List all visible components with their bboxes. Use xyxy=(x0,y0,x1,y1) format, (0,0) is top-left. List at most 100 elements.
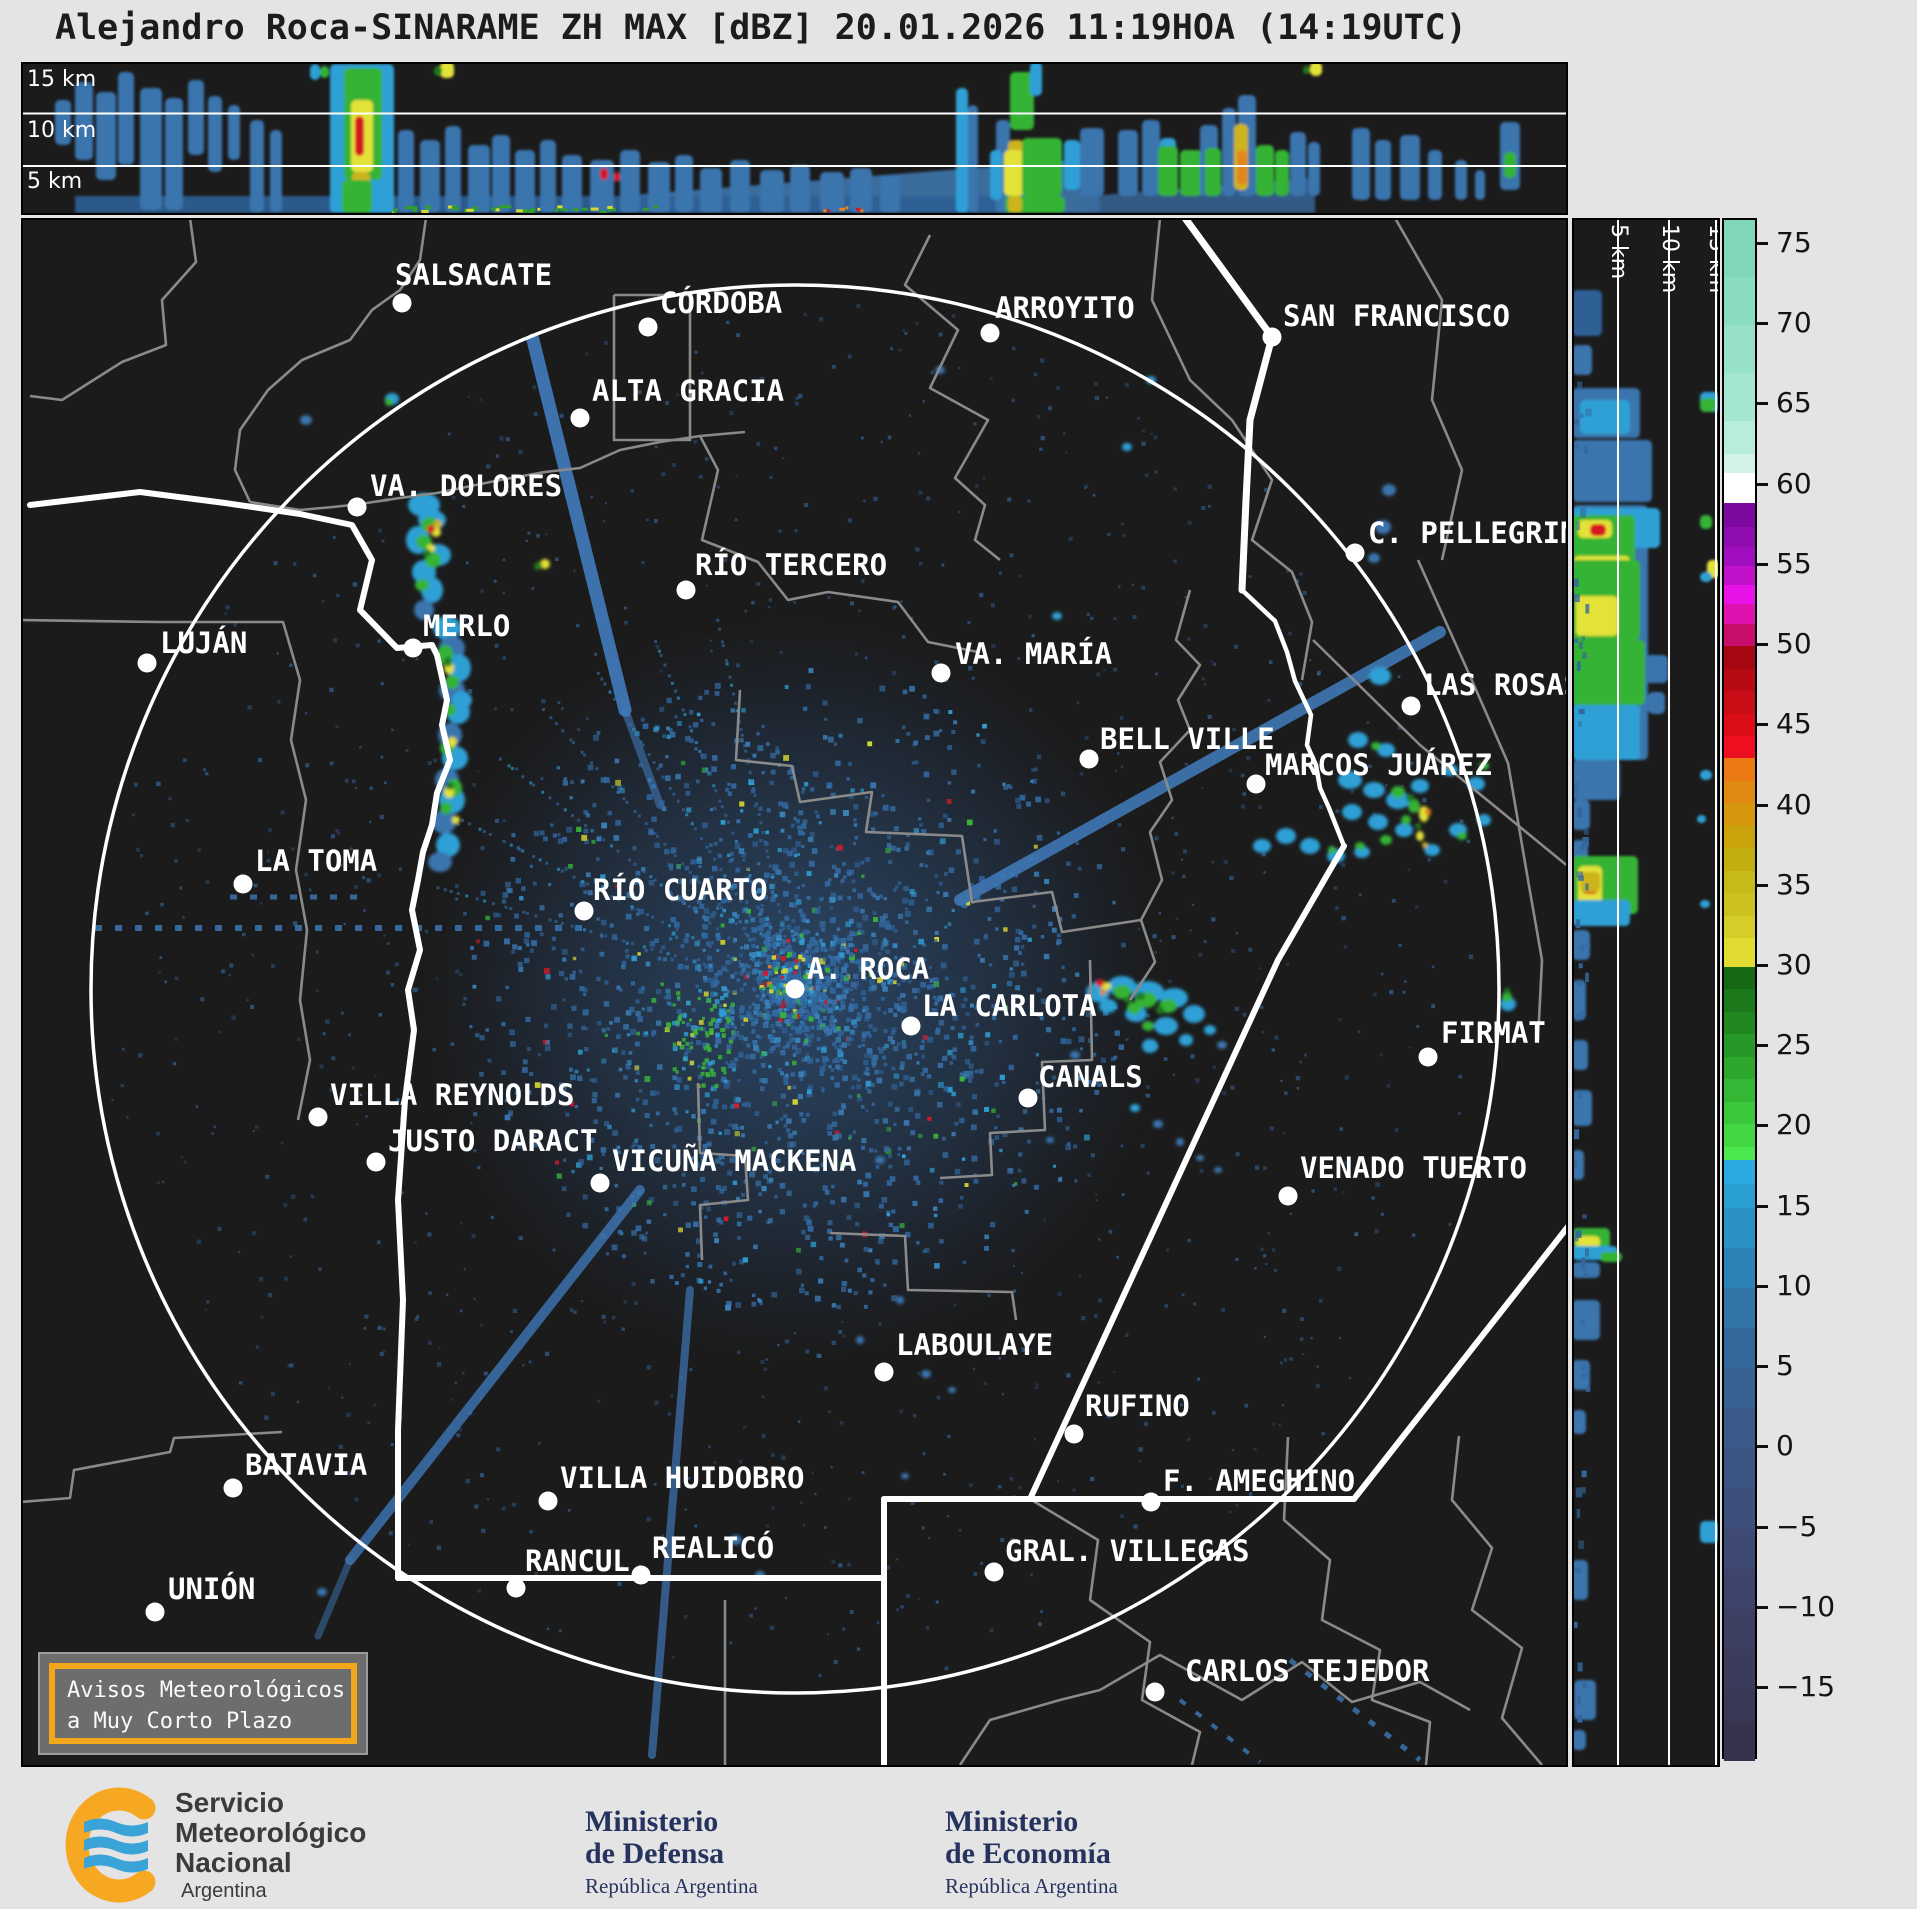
echo-column xyxy=(355,116,364,156)
echo-speck xyxy=(1581,1487,1586,1494)
colorbar-segment xyxy=(1724,1287,1755,1329)
colorbar-segment xyxy=(1724,1648,1755,1690)
height-axis-label: 10 km xyxy=(1657,224,1682,293)
colorbar-segment xyxy=(1724,503,1755,528)
height-axis-label: 5 km xyxy=(1606,224,1631,279)
height-axis-label: 15 km xyxy=(27,67,96,92)
department-border xyxy=(698,435,979,654)
department-border xyxy=(958,1688,1101,1765)
colorbar-segment xyxy=(1724,1721,1755,1762)
ground-echo-fleck xyxy=(554,208,560,212)
city-dot xyxy=(1141,1492,1161,1512)
echo-column xyxy=(1010,72,1034,130)
department-border xyxy=(1450,1435,1543,1765)
echo-column xyxy=(1428,150,1442,200)
echo-row xyxy=(1700,515,1712,529)
echo-column xyxy=(1237,150,1247,185)
colorbar-segment xyxy=(1724,870,1755,894)
echo-speck xyxy=(1577,381,1583,391)
ground-echo-fleck xyxy=(839,207,843,211)
city-dot xyxy=(347,497,367,517)
interference-spoke xyxy=(345,1185,645,1565)
city-dot xyxy=(984,1562,1004,1582)
province-border xyxy=(27,489,453,1581)
echo-column xyxy=(420,140,440,213)
ground-echo-fleck xyxy=(607,205,613,209)
echo-column xyxy=(1310,64,1322,76)
echo-column xyxy=(398,130,414,213)
colorbar-segment xyxy=(1724,848,1755,871)
department-border xyxy=(1029,1497,1202,1765)
colorbar-segment xyxy=(1724,1247,1755,1288)
city-dot xyxy=(506,1578,526,1598)
colorbar-tick-label: 35 xyxy=(1776,867,1812,901)
department-border xyxy=(249,430,746,512)
interference-dotted-line xyxy=(1288,1658,1422,1762)
colorbar-tick-label: −15 xyxy=(1776,1670,1836,1704)
ground-echo-fleck xyxy=(557,205,563,209)
echo-column xyxy=(1256,145,1274,196)
city-label: LABOULAYE xyxy=(896,1328,1053,1362)
echo-speck xyxy=(1581,1265,1586,1272)
top-cross-section-panel: 15 km 10 km 5 km xyxy=(21,62,1568,215)
height-axis-label: 15 km xyxy=(1704,224,1718,293)
echo-column xyxy=(1303,66,1310,74)
echo-speck xyxy=(1574,418,1580,425)
colorbar-tick-label: 20 xyxy=(1776,1108,1812,1142)
colorbar-segment xyxy=(1724,1146,1755,1160)
department-border xyxy=(903,234,1001,562)
colorbar-segment xyxy=(1724,1207,1755,1248)
city-dot xyxy=(874,1362,894,1382)
ground-echo-fleck xyxy=(653,205,659,209)
echo-column xyxy=(1142,120,1160,196)
echo-row xyxy=(1590,524,1606,536)
colorbar-segment xyxy=(1724,1101,1755,1125)
storm-cells xyxy=(300,366,1516,1596)
city-label: UNIÓN xyxy=(168,1572,255,1606)
echo-row xyxy=(1700,770,1712,780)
ground-clutter xyxy=(111,304,1474,1678)
echo-row xyxy=(1574,1090,1592,1126)
echo-speck xyxy=(1574,638,1579,643)
colorbar-segment xyxy=(1724,373,1755,422)
ground-echo-fleck xyxy=(466,208,474,212)
city-label: LUJÁN xyxy=(160,626,247,660)
echo-row xyxy=(1574,1410,1586,1434)
echo-speck xyxy=(1576,1508,1581,1518)
colorbar-tick xyxy=(1757,643,1768,647)
echo-speck xyxy=(1580,1257,1586,1268)
right-cross-section-plot: 5 km 10 km 15 km xyxy=(1574,220,1718,1765)
height-axis-label: 10 km xyxy=(27,118,96,143)
ground-echo-fleck xyxy=(405,206,413,210)
echo-speck xyxy=(1574,1159,1577,1169)
city-dot xyxy=(574,901,594,921)
city-dot xyxy=(590,1173,610,1193)
ground-echo-fleck xyxy=(421,209,429,213)
echo-column xyxy=(55,100,71,145)
colorbar-tick-label: −5 xyxy=(1776,1509,1818,1543)
city-dot xyxy=(308,1107,328,1127)
colorbar-tick xyxy=(1757,1284,1768,1288)
department-border xyxy=(1416,559,1544,1041)
echo-row xyxy=(1574,1150,1584,1180)
ground-echo-fleck xyxy=(827,209,831,213)
echo-row xyxy=(1574,760,1620,800)
colorbar-tick xyxy=(1757,1204,1768,1208)
echo-speck xyxy=(1575,919,1581,929)
colorbar-segment xyxy=(1724,604,1755,624)
city-label: C. PELLEGRINI xyxy=(1368,516,1566,550)
echo-speck xyxy=(1580,1319,1585,1326)
colorbar-tick-label: 65 xyxy=(1776,386,1812,420)
city-label: ARROYITO xyxy=(995,291,1135,325)
department-border xyxy=(1099,1653,1471,1712)
province-border xyxy=(1027,843,1347,1502)
department-border xyxy=(29,220,198,402)
city-dot xyxy=(233,874,253,894)
echo-column xyxy=(270,130,282,213)
colorbar-tick-label: 15 xyxy=(1776,1188,1812,1222)
echo-column xyxy=(648,162,670,213)
city-label: LA TOMA xyxy=(255,844,377,878)
warning-banner[interactable]: Avisos Meteorológicos a Muy Corto Plazo xyxy=(38,1652,368,1755)
colorbar-tick-label: 55 xyxy=(1776,546,1812,580)
colorbar-tick-label: −10 xyxy=(1776,1589,1836,1623)
